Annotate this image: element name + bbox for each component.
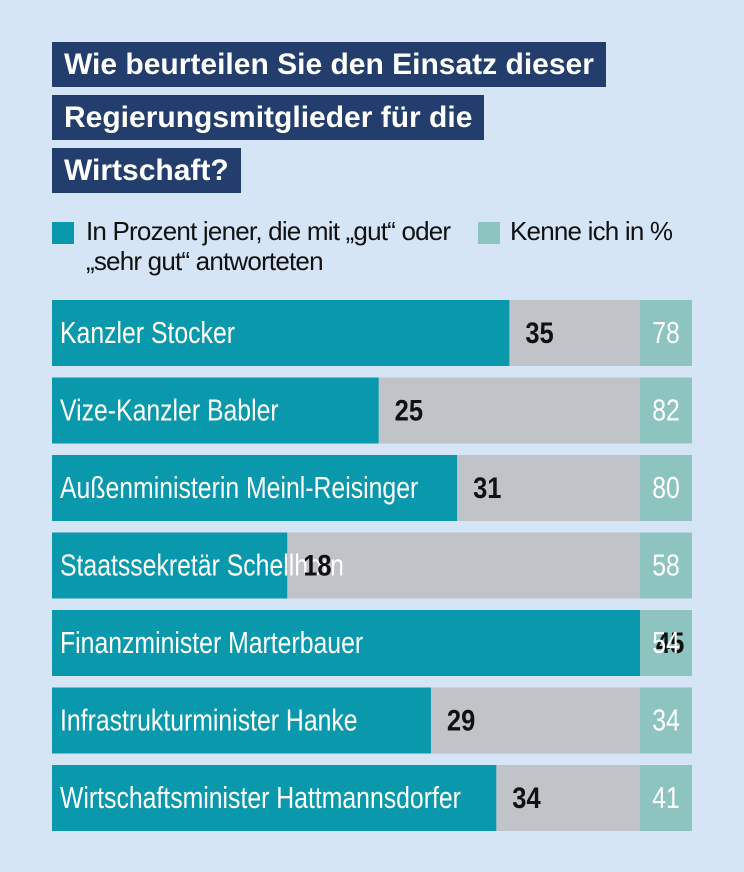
known-label: 80 — [652, 471, 680, 505]
category-label: Finanzminister Marterbauer — [60, 626, 363, 660]
legend-label: In Prozent jener, die mit „gut“ oder „se… — [86, 216, 451, 276]
known-cell — [640, 300, 692, 366]
known-cell — [640, 455, 692, 521]
bar — [52, 610, 640, 676]
known-label: 41 — [652, 781, 680, 815]
known-label: 34 — [652, 703, 680, 737]
category-label: Kanzler Stocker — [60, 316, 235, 350]
bar — [52, 455, 458, 521]
category-label: Infrastrukturminister Hanke — [60, 703, 358, 737]
value-label: 35 — [525, 316, 553, 349]
known-cell — [640, 532, 692, 599]
value-label: 34 — [512, 781, 541, 814]
known-cell — [640, 765, 692, 831]
known-cell — [640, 610, 692, 676]
legend-swatch — [52, 222, 74, 244]
bar — [52, 300, 510, 366]
value-label: 25 — [395, 393, 423, 426]
value-label: 18 — [303, 548, 331, 581]
legend-label: Kenne ich in % — [510, 216, 673, 246]
value-label: 31 — [473, 471, 501, 504]
bar — [52, 765, 497, 831]
known-cell — [640, 687, 692, 754]
known-cell — [640, 377, 692, 444]
legend-swatch — [478, 222, 500, 244]
bar — [52, 377, 379, 444]
category-label: Außenministerin Meinl-Reisinger — [60, 471, 418, 505]
bar — [52, 687, 431, 754]
value-label: 45 — [656, 626, 684, 659]
known-label: 54 — [652, 626, 680, 660]
known-label: 58 — [652, 548, 680, 582]
known-label: 78 — [652, 316, 680, 350]
category-label: Staatssekretär Schellhorn — [60, 548, 344, 582]
title-box: Wie beurteilen Sie den Einsatz dieser Re… — [52, 38, 652, 197]
bar — [52, 532, 288, 599]
category-label: Vize-Kanzler Babler — [60, 393, 279, 427]
known-label: 82 — [652, 393, 680, 427]
category-label: Wirtschaftsminister Hattmannsdorfer — [60, 781, 461, 815]
value-label: 29 — [447, 703, 475, 736]
